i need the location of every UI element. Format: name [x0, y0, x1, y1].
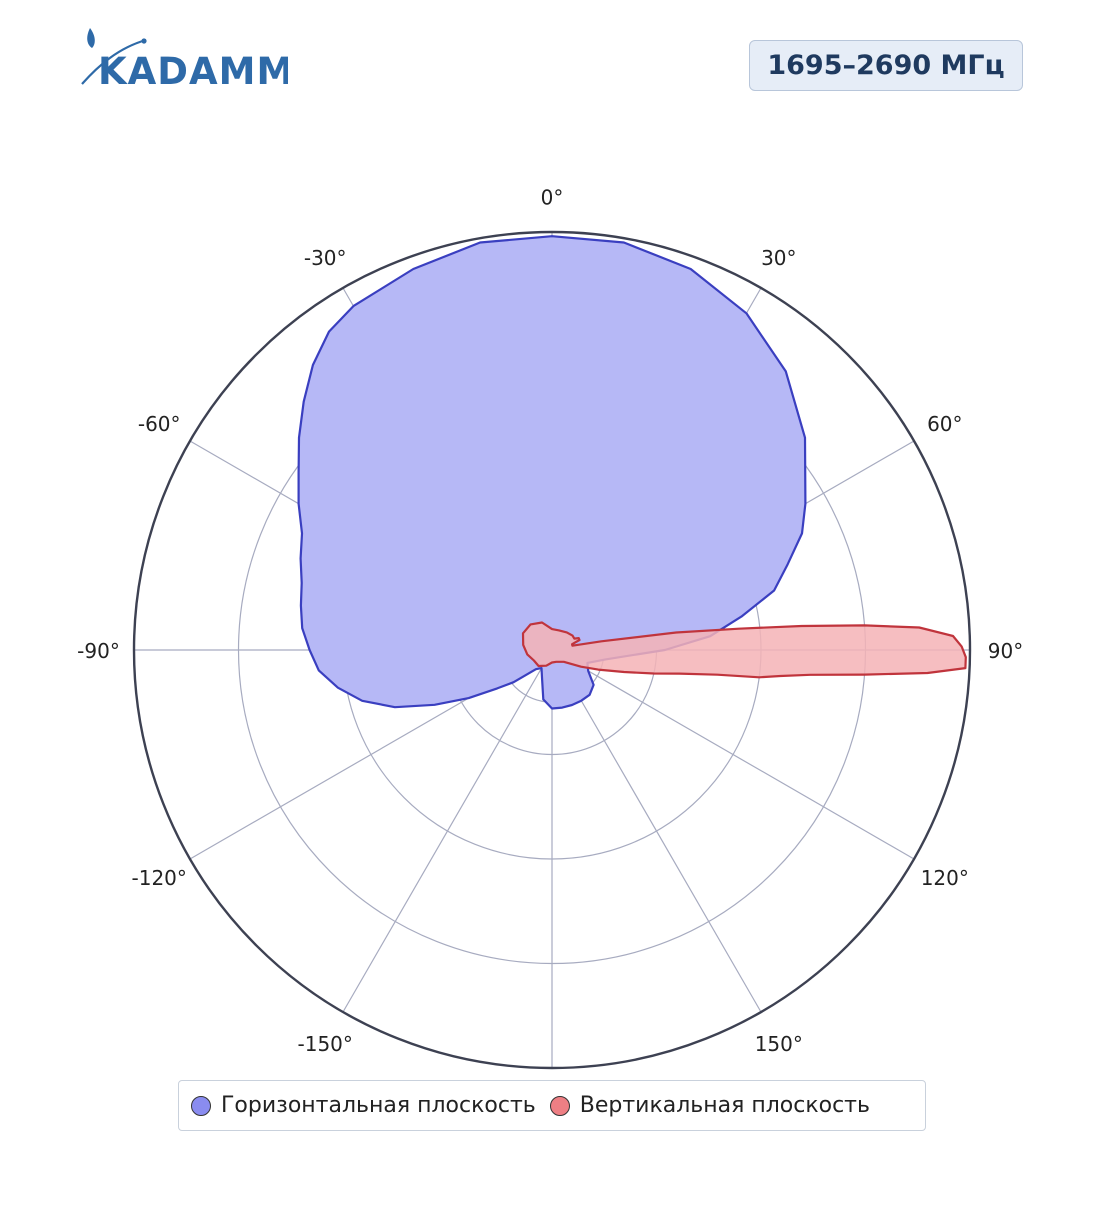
- kadamm-logo: KADAMM: [78, 26, 288, 90]
- spoke-150: [551, 649, 762, 1013]
- tick-label--150: -150°: [298, 1032, 353, 1056]
- legend-item-horizontal[interactable]: Горизонтальная плоскость: [191, 1093, 536, 1118]
- tick-label-150: 150°: [755, 1032, 803, 1056]
- tick-label-90: 90°: [988, 639, 1023, 663]
- series-horizontal: [297, 235, 807, 710]
- legend-item-vertical[interactable]: Вертикальная плоскость: [549, 1093, 870, 1118]
- frequency-band-badge: 1695–2690 МГц: [749, 40, 1023, 91]
- logo-swoosh: [81, 38, 147, 85]
- series-layer: [297, 235, 967, 710]
- outer-ring-circle: [132, 230, 972, 1070]
- legend: Горизонтальная плоскость Вертикальная пл…: [178, 1080, 926, 1131]
- tick-label-60: 60°: [927, 412, 962, 436]
- tick-label-0: 0°: [541, 186, 564, 210]
- outer-ring: [132, 230, 972, 1070]
- spoke-120: [551, 649, 915, 860]
- tick-label--120: -120°: [132, 866, 187, 890]
- angle-tick-labels: 0° 30° 60° 90° 120° 150° -30° -60° -90° -120° -150…: [77, 186, 1023, 1056]
- legend-label-vertical: Вертикальная плоскость: [579, 1093, 870, 1118]
- logo-drop: [87, 28, 95, 48]
- spoke-210: [342, 649, 553, 1013]
- logo-text: KADAMM: [98, 50, 288, 90]
- legend-swatch-horizontal: [191, 1095, 211, 1116]
- legend-swatch-vertical: [549, 1095, 570, 1116]
- tick-label--60: -60°: [138, 412, 181, 436]
- legend-label-horizontal: Горизонтальная плоскость: [221, 1093, 536, 1118]
- tick-label--30: -30°: [304, 246, 347, 270]
- tick-label--90: -90°: [77, 639, 120, 663]
- frequency-band-label: 1695–2690 МГц: [767, 50, 1005, 81]
- tick-label-30: 30°: [761, 246, 796, 270]
- tick-label-120: 120°: [921, 866, 969, 890]
- series-vertical: [521, 621, 967, 679]
